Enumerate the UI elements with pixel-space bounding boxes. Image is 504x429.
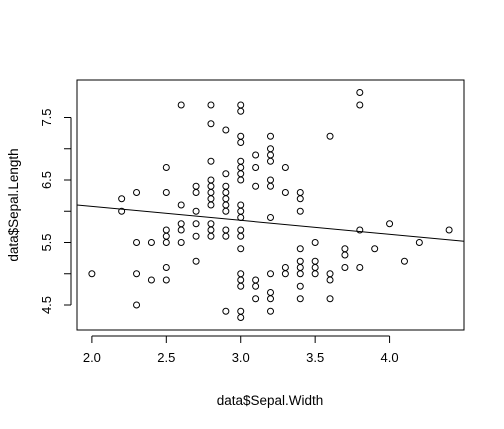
data-point (192, 182, 200, 190)
data-point (222, 226, 230, 234)
x-tick-label: 2.5 (157, 350, 175, 365)
data-point (296, 257, 304, 265)
y-tick-label: 4.5 (39, 296, 54, 314)
data-point (371, 245, 379, 253)
data-point (281, 189, 289, 196)
data-point (162, 189, 170, 196)
data-point (192, 207, 200, 215)
y-tick-label: 6.5 (39, 171, 54, 189)
data-point (162, 264, 170, 271)
data-point (356, 101, 364, 109)
data-point (177, 239, 185, 246)
data-point (147, 239, 155, 246)
data-point (237, 157, 245, 165)
data-point (341, 264, 349, 271)
data-point (237, 101, 245, 109)
data-point (237, 307, 245, 315)
data-point (222, 307, 230, 315)
data-point (192, 220, 200, 228)
data-point (252, 276, 260, 284)
data-point (147, 276, 155, 284)
data-point (237, 201, 245, 209)
data-point (88, 270, 96, 278)
data-point (267, 145, 274, 153)
data-point (162, 276, 170, 284)
data-point (207, 157, 215, 165)
data-point (222, 126, 230, 134)
data-point (207, 120, 215, 128)
data-point (118, 195, 126, 203)
data-point (192, 232, 200, 240)
data-point (296, 245, 304, 253)
data-point (267, 270, 274, 278)
data-point (296, 189, 304, 196)
x-tick-label: 2.0 (83, 350, 101, 365)
data-point (118, 207, 126, 215)
data-point (281, 164, 289, 171)
data-point (415, 239, 423, 246)
data-point (177, 220, 185, 228)
data-point (326, 270, 334, 278)
data-point (133, 270, 141, 278)
data-point (326, 295, 334, 303)
data-point (177, 201, 185, 209)
x-axis-title: data$Sepal.Width (217, 393, 324, 408)
data-point (252, 182, 260, 190)
data-point (296, 295, 304, 303)
data-point (356, 226, 364, 234)
data-point (133, 301, 141, 309)
data-point (222, 170, 230, 178)
y-axis-title: data$Sepal.Length (6, 148, 21, 261)
data-point (222, 182, 230, 190)
data-point (267, 307, 274, 315)
data-point (311, 239, 319, 246)
x-tick-label: 4.0 (381, 350, 399, 365)
data-point (445, 226, 453, 234)
data-point (177, 101, 185, 109)
data-point (267, 214, 274, 221)
data-point (237, 226, 245, 234)
points-layer (88, 89, 453, 321)
y-tick-label: 7.5 (39, 108, 54, 126)
data-point (207, 176, 215, 184)
data-point (162, 226, 170, 234)
data-point (237, 270, 245, 278)
data-point (400, 257, 408, 265)
regression-line (76, 204, 465, 242)
data-point (356, 264, 364, 271)
data-point (281, 264, 289, 271)
y-axis: 4.5 5.5 6.5 7.5 (39, 108, 72, 314)
data-point (252, 295, 260, 303)
data-point (237, 245, 245, 253)
data-point (207, 101, 215, 109)
data-point (237, 132, 245, 140)
x-axis: 2.0 2.5 3.0 3.5 4.0 (83, 335, 399, 365)
data-point (207, 220, 215, 228)
data-point (296, 282, 304, 290)
data-point (267, 132, 274, 140)
data-point (133, 239, 141, 246)
data-point (162, 164, 170, 171)
data-point (192, 257, 200, 265)
data-point (341, 245, 349, 253)
data-point (356, 89, 364, 96)
data-point (267, 176, 274, 184)
data-point (252, 151, 260, 159)
data-point (133, 189, 141, 196)
data-point (296, 207, 304, 215)
data-point (311, 257, 319, 265)
data-point (386, 220, 394, 228)
data-point (267, 289, 274, 296)
x-tick-label: 3.0 (232, 350, 250, 365)
x-tick-label: 3.5 (306, 350, 324, 365)
y-tick-label: 5.5 (39, 233, 54, 251)
data-point (326, 132, 334, 140)
data-point (252, 164, 260, 171)
